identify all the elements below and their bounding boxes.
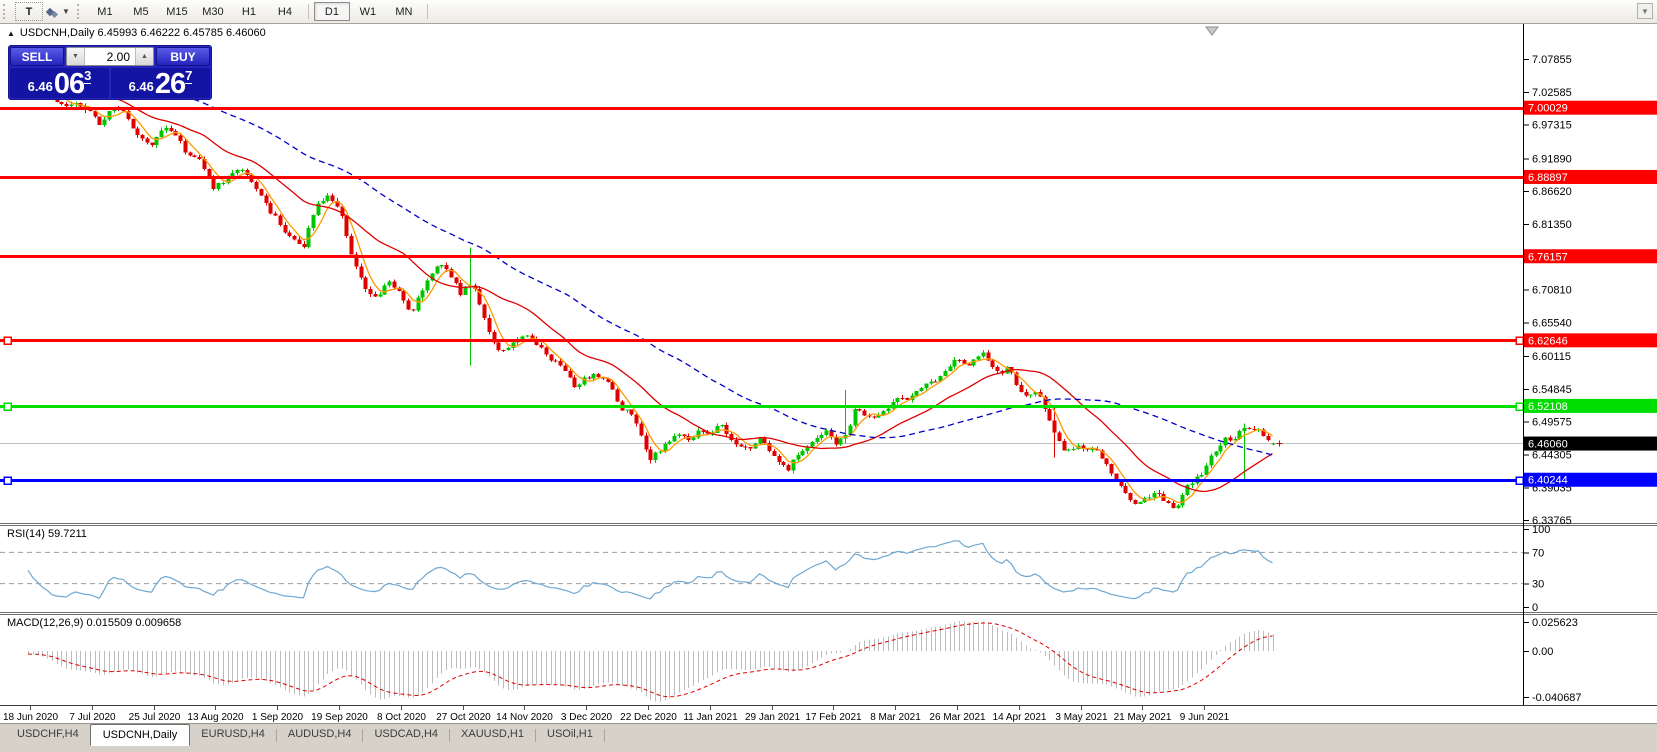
macd-histogram bbox=[28, 621, 1274, 702]
chart-tab-xauusd-h1[interactable]: XAUUSD,H1 bbox=[461, 728, 524, 740]
chart-shift-marker-icon bbox=[1205, 26, 1219, 36]
price-axis-label: 7.02585 bbox=[1532, 87, 1572, 99]
timeframe-button-w1[interactable]: W1 bbox=[359, 5, 377, 18]
chart-tab-bar: USDCHF,H4 USDCNH,Daily EURUSD,H4 AUDUSD,H4 U… bbox=[0, 723, 1657, 752]
timeframe-button-d1[interactable]: D1 bbox=[313, 2, 350, 21]
price-axis-label: 6.86620 bbox=[1532, 186, 1572, 198]
price-axis-label: 6.33765 bbox=[1532, 515, 1572, 527]
date-axis-label: 29 Jan 2021 bbox=[745, 712, 800, 723]
macd-signal-line bbox=[28, 622, 1273, 698]
price-axis-label: 6.65540 bbox=[1532, 317, 1572, 329]
one-click-trading-panel: SELL ▼ ▲ BUY 6.46 06 3 6.46 26 7 bbox=[8, 45, 212, 100]
buy-price-display[interactable]: 6.46 26 7 bbox=[111, 68, 210, 98]
buy-button[interactable]: BUY bbox=[156, 47, 210, 66]
date-axis-label: 3 Dec 2020 bbox=[561, 712, 613, 723]
price-axis-label: 6.97315 bbox=[1532, 120, 1572, 132]
sell-button[interactable]: SELL bbox=[10, 47, 64, 66]
rsi-axis-label: 100 bbox=[1532, 524, 1550, 536]
rsi-label: RSI(14) 59.7211 bbox=[7, 528, 87, 540]
macd-label: MACD(12,26,9) 0.015509 0.009658 bbox=[7, 617, 181, 629]
rsi-line bbox=[27, 540, 1273, 600]
price-axis-label: 6.44305 bbox=[1532, 449, 1572, 461]
price-level-tag: 6.46060 bbox=[1528, 439, 1568, 451]
date-axis-label: 21 May 2021 bbox=[1114, 712, 1172, 723]
toolbar-overflow-icon[interactable]: ▼ bbox=[1637, 3, 1653, 19]
timeframe-button-h1[interactable]: H1 bbox=[241, 5, 256, 18]
rsi-axis-label: 70 bbox=[1532, 547, 1544, 559]
price-level-tag: 6.88897 bbox=[1528, 172, 1568, 184]
rsi-axis-label: 0 bbox=[1532, 602, 1538, 614]
price-axis-label: 6.60115 bbox=[1532, 351, 1571, 363]
toolbar-grip[interactable] bbox=[76, 4, 83, 19]
date-axis-label: 11 Jan 2021 bbox=[683, 712, 738, 723]
date-axis-label: 22 Dec 2020 bbox=[620, 712, 677, 723]
date-axis-label: 14 Apr 2021 bbox=[993, 712, 1047, 723]
price-axis-label: 6.70810 bbox=[1532, 285, 1572, 297]
date-axis-label: 27 Oct 2020 bbox=[436, 712, 491, 723]
chart-title-text: USDCNH,Daily 6.45993 6.46222 6.45785 6.4… bbox=[19, 27, 266, 39]
chart-tab-usdchf-h4[interactable]: USDCHF,H4 bbox=[17, 728, 79, 740]
volume-group: ▼ ▲ bbox=[66, 47, 154, 66]
date-axis-label: 8 Mar 2021 bbox=[870, 712, 921, 723]
date-axis-label: 14 Nov 2020 bbox=[496, 712, 553, 723]
volume-decrease-button[interactable]: ▼ bbox=[67, 48, 85, 65]
price-axis-label: 6.81350 bbox=[1532, 219, 1572, 231]
date-axis-label: 25 Jul 2020 bbox=[129, 712, 181, 723]
rsi-axis-label: 30 bbox=[1532, 579, 1544, 591]
horizontal-level-lines[interactable] bbox=[0, 107, 1524, 485]
timeframe-button-m1[interactable]: M1 bbox=[97, 5, 113, 18]
chevron-down-icon: ▼ bbox=[62, 7, 70, 16]
price-level-tag: 6.40244 bbox=[1528, 475, 1568, 487]
macd-axis-label: -0.040687 bbox=[1532, 692, 1582, 704]
price-axis-label: 6.49575 bbox=[1532, 417, 1572, 429]
date-axis-label: 9 Jun 2021 bbox=[1180, 712, 1230, 723]
macd-axis-label: 0.025623 bbox=[1532, 617, 1578, 629]
volume-input[interactable] bbox=[85, 48, 135, 65]
objects-tool-button[interactable]: ▼ bbox=[43, 3, 74, 20]
price-level-tag: 6.52108 bbox=[1528, 401, 1568, 413]
date-axis-label: 7 Jul 2020 bbox=[69, 712, 116, 723]
date-axis-label: 3 May 2021 bbox=[1055, 712, 1108, 723]
date-axis-label: 19 Sep 2020 bbox=[311, 712, 368, 723]
date-axis-label: 13 Aug 2020 bbox=[187, 712, 244, 723]
volume-increase-button[interactable]: ▲ bbox=[135, 48, 153, 65]
date-axis-label: 17 Feb 2021 bbox=[805, 712, 862, 723]
macd-axis-label: 0.00 bbox=[1532, 646, 1553, 658]
price-axis-label: 6.54845 bbox=[1532, 384, 1572, 396]
date-axis-label: 8 Oct 2020 bbox=[377, 712, 426, 723]
chart-tab-usoil-h1[interactable]: USOil,H1 bbox=[547, 728, 593, 740]
chart-title: ▲ USDCNH,Daily 6.45993 6.46222 6.45785 6… bbox=[7, 27, 266, 39]
chart-tab-usdcad-h4[interactable]: USDCAD,H4 bbox=[374, 728, 439, 740]
chart-tab-eurusd-h4[interactable]: EURUSD,H4 bbox=[201, 728, 265, 740]
date-axis-label: 26 Mar 2021 bbox=[929, 712, 986, 723]
price-level-tag: 6.76157 bbox=[1528, 251, 1568, 263]
price-axis[interactable]: 7.07855 7.02585 6.97315 6.91890 6.86620 6.813… bbox=[1523, 24, 1657, 705]
timeframe-button-h4[interactable]: H4 bbox=[277, 5, 292, 18]
timeframe-button-m15[interactable]: M15 bbox=[166, 5, 188, 18]
toolbar: T ▼ M1 M5 M15 M30 H1 H4 D1 W1 MN ▼ bbox=[0, 0, 1657, 24]
chart-tab-audusd-h4[interactable]: AUDUSD,H4 bbox=[287, 728, 352, 740]
timeframe-button-mn[interactable]: MN bbox=[395, 5, 413, 18]
text-tool-button[interactable]: T bbox=[15, 2, 43, 21]
date-axis-label: 1 Sep 2020 bbox=[252, 712, 304, 723]
date-axis[interactable]: 18 Jun 2020 7 Jul 2020 25 Jul 2020 13 Aug 2… bbox=[3, 706, 1230, 723]
timeframe-button-m30[interactable]: M30 bbox=[202, 5, 224, 18]
price-level-tag: 6.62646 bbox=[1528, 335, 1568, 347]
price-level-tag: 7.00029 bbox=[1528, 103, 1568, 115]
timeframe-button-m5[interactable]: M5 bbox=[133, 5, 149, 18]
price-axis-label: 6.91890 bbox=[1532, 153, 1572, 165]
chart-tab-usdcnh-daily[interactable]: USDCNH,Daily bbox=[89, 724, 191, 746]
symbol-marker-icon: ▲ bbox=[7, 28, 15, 38]
price-axis-label: 7.07855 bbox=[1532, 54, 1572, 66]
sell-price-display[interactable]: 6.46 06 3 bbox=[10, 68, 109, 98]
toolbar-grip[interactable] bbox=[3, 4, 9, 19]
timeframe-buttons: M1 M5 M15 M30 H1 H4 D1 W1 MN bbox=[87, 2, 433, 21]
date-axis-label: 18 Jun 2020 bbox=[3, 712, 58, 723]
